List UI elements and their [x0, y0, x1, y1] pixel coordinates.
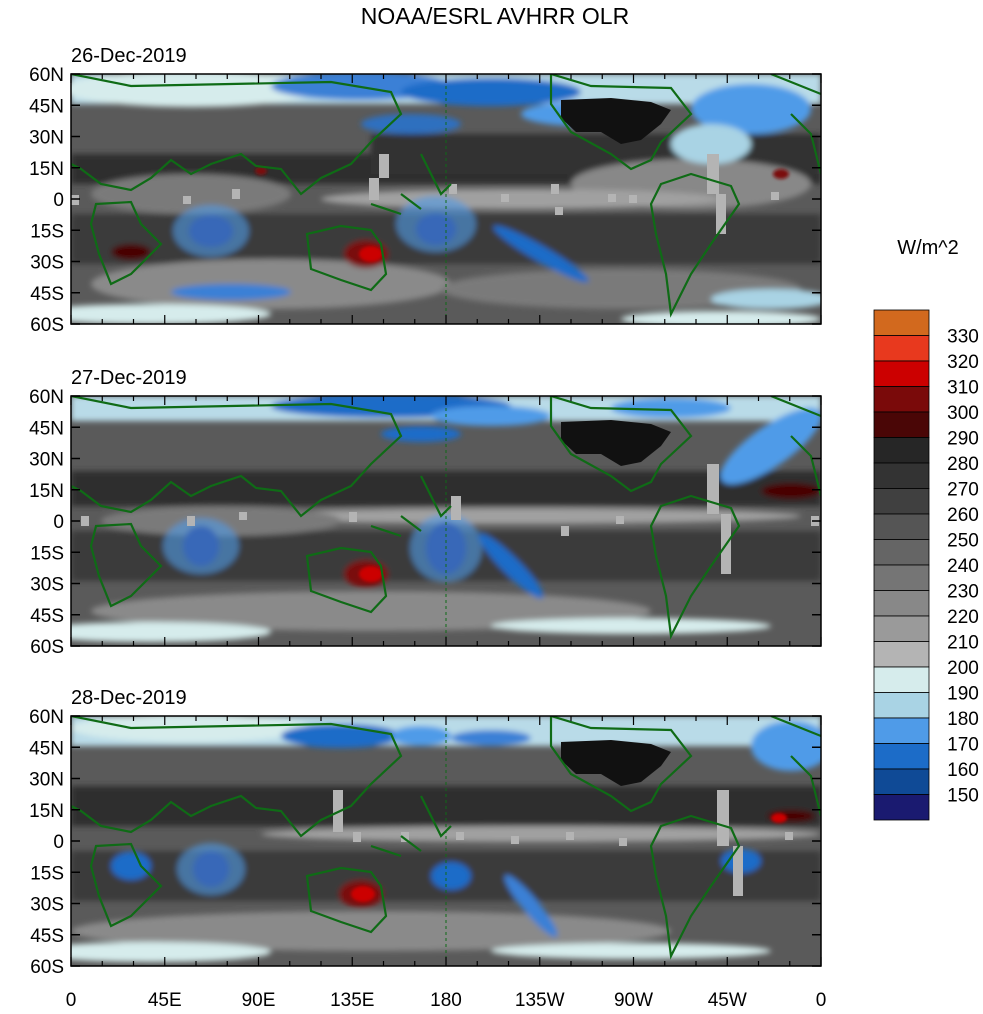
colorbar-swatch [873, 590, 930, 617]
latitude-axes: 60N 45N 30N 15N 0 15S 30S 45S 60S 60N 45N 30N 15N 0 15… [29, 65, 822, 978]
lat-tick-label: 0 [53, 512, 64, 533]
colorbar-label: 210 [947, 633, 979, 654]
lat-tick-label: 45S [30, 926, 64, 947]
panel-date-label: 26-Dec-2019 [71, 45, 187, 67]
colorbar-swatch [873, 615, 930, 642]
colorbar-label: 240 [947, 556, 979, 577]
map-panel-28-dec [70, 715, 822, 967]
colorbar-label: 260 [947, 505, 979, 526]
colorbar-swatch [873, 768, 930, 795]
colorbar-swatch [873, 666, 930, 693]
lon-tick-label: 45E [148, 990, 182, 1011]
colorbar-swatch [873, 513, 930, 540]
lat-tick-label: 30N [29, 128, 64, 149]
colorbar-swatch [873, 564, 930, 591]
lat-tick-label: 45N [29, 738, 64, 759]
lon-tick-label: 135W [515, 990, 565, 1011]
colorbar: 330 320 310 300 290 280 270 260 250 240 230 220 210 2… [873, 309, 979, 821]
lat-tick-label: 45S [30, 284, 64, 305]
colorbar-label: 160 [947, 760, 979, 781]
lon-tick-label: 135E [330, 990, 374, 1011]
lon-tick-label: 90W [614, 990, 653, 1011]
longitude-axis: 0 45E 90E 135E 180 135W 90W 45W 0 [66, 990, 827, 1011]
lat-tick-label: 15N [29, 481, 64, 502]
lat-tick-label: 30S [30, 895, 64, 916]
lat-tick-label: 30S [30, 253, 64, 274]
colorbar-swatch [873, 641, 930, 668]
colorbar-swatch [873, 411, 930, 438]
coastlines [71, 74, 821, 318]
lat-tick-label: 45N [29, 418, 64, 439]
lon-tick-label: 180 [430, 990, 462, 1011]
colorbar-swatch [873, 717, 930, 744]
lon-tick-label: 0 [66, 990, 77, 1011]
lon-tick-label: 90E [242, 990, 276, 1011]
colorbar-label: 220 [947, 607, 979, 628]
colorbar-swatch [873, 335, 930, 362]
figure-title: NOAA/ESRL AVHRR OLR [361, 3, 629, 29]
lon-tick-label: 0 [816, 990, 827, 1011]
lat-tick-label: 60N [29, 387, 64, 408]
colorbar-swatch [873, 692, 930, 719]
coastlines [71, 716, 821, 960]
colorbar-swatch [873, 437, 930, 464]
lat-tick-label: 30N [29, 450, 64, 471]
colorbar-label: 190 [947, 684, 979, 705]
colorbar-label: 250 [947, 531, 979, 552]
colorbar-label: 320 [947, 352, 979, 373]
lat-tick-label: 60N [29, 65, 64, 86]
lat-tick-label: 15S [30, 863, 64, 884]
coastlines [71, 396, 821, 640]
lat-tick-label: 45S [30, 606, 64, 627]
olr-field [71, 396, 821, 646]
colorbar-label: 150 [947, 786, 979, 807]
olr-field [71, 74, 821, 324]
colorbar-label: 180 [947, 709, 979, 730]
lat-tick-label: 0 [53, 190, 64, 211]
lat-tick-label: 15N [29, 159, 64, 180]
lat-tick-label: 60S [30, 315, 64, 336]
lat-tick-label: 30S [30, 575, 64, 596]
colorbar-label: 300 [947, 403, 979, 424]
lat-tick-label: 60S [30, 637, 64, 658]
colorbar-swatch [873, 462, 930, 489]
panel-date-label: 28-Dec-2019 [71, 687, 187, 709]
lat-tick-label: 15S [30, 543, 64, 564]
colorbar-units: W/m^2 [897, 237, 959, 259]
colorbar-swatch [873, 386, 930, 413]
lat-tick-label: 0 [53, 832, 64, 853]
colorbar-label: 330 [947, 327, 979, 348]
colorbar-swatch [873, 539, 930, 566]
colorbar-swatch [873, 743, 930, 770]
colorbar-swatch [873, 794, 930, 821]
colorbar-swatch [873, 360, 930, 387]
colorbar-label: 170 [947, 735, 979, 756]
lat-tick-label: 45N [29, 96, 64, 117]
colorbar-label: 280 [947, 454, 979, 475]
colorbar-label: 230 [947, 582, 979, 603]
colorbar-label: 310 [947, 378, 979, 399]
colorbar-label: 270 [947, 480, 979, 501]
lat-tick-label: 15N [29, 801, 64, 822]
colorbar-swatch [873, 309, 930, 336]
map-panel-27-dec [70, 395, 822, 647]
lat-tick-label: 15S [30, 221, 64, 242]
colorbar-swatch [873, 488, 930, 515]
olr-field [71, 716, 821, 966]
lat-tick-label: 60N [29, 707, 64, 728]
map-panel-26-dec [70, 73, 822, 325]
lat-tick-label: 60S [30, 957, 64, 978]
lon-tick-label: 45W [708, 990, 747, 1011]
colorbar-label: 200 [947, 658, 979, 679]
colorbar-label: 290 [947, 429, 979, 450]
panel-date-label: 27-Dec-2019 [71, 367, 187, 389]
lat-tick-label: 30N [29, 770, 64, 791]
